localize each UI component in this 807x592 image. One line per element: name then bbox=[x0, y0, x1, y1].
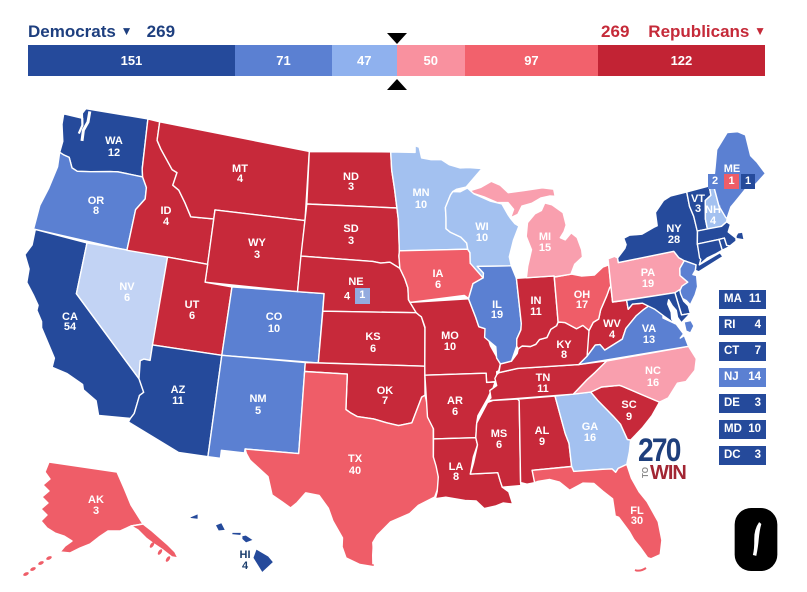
svg-text:16: 16 bbox=[647, 377, 659, 389]
svg-text:8: 8 bbox=[453, 471, 459, 483]
svg-text:15: 15 bbox=[539, 242, 551, 254]
svg-text:WY: WY bbox=[248, 237, 266, 249]
svg-text:WA: WA bbox=[105, 135, 123, 147]
svg-text:ID: ID bbox=[161, 205, 172, 217]
svg-text:3: 3 bbox=[254, 249, 260, 261]
svg-text:12: 12 bbox=[108, 147, 120, 159]
svg-text:13: 13 bbox=[643, 334, 655, 346]
svg-text:28: 28 bbox=[668, 234, 680, 246]
svg-text:4: 4 bbox=[163, 216, 170, 228]
svg-text:TN: TN bbox=[536, 372, 551, 384]
svg-text:AL: AL bbox=[535, 425, 550, 437]
svg-text:6: 6 bbox=[452, 406, 458, 418]
svg-text:MS: MS bbox=[491, 428, 508, 440]
svg-text:30: 30 bbox=[631, 515, 643, 527]
svg-text:NV: NV bbox=[119, 281, 135, 293]
svg-text:3: 3 bbox=[348, 235, 354, 247]
svg-text:40: 40 bbox=[349, 465, 361, 477]
svg-text:5: 5 bbox=[255, 405, 261, 417]
svg-text:ND: ND bbox=[343, 171, 359, 183]
svg-text:4: 4 bbox=[710, 215, 717, 227]
svg-text:6: 6 bbox=[124, 292, 130, 304]
svg-text:AK: AK bbox=[88, 494, 104, 506]
svg-text:16: 16 bbox=[584, 432, 596, 444]
svg-text:PA: PA bbox=[641, 267, 656, 279]
svg-text:HI: HI bbox=[240, 549, 251, 561]
svg-text:8: 8 bbox=[561, 349, 567, 361]
svg-text:10: 10 bbox=[476, 232, 488, 244]
svg-text:3: 3 bbox=[348, 181, 354, 193]
svg-text:4: 4 bbox=[609, 329, 616, 341]
svg-text:MT: MT bbox=[232, 163, 248, 175]
svg-text:9: 9 bbox=[539, 436, 545, 448]
svg-text:6: 6 bbox=[370, 343, 376, 355]
svg-text:OR: OR bbox=[88, 195, 105, 207]
svg-text:3: 3 bbox=[93, 505, 99, 517]
svg-text:11: 11 bbox=[172, 395, 184, 407]
svg-text:9: 9 bbox=[626, 411, 632, 423]
svg-text:10: 10 bbox=[444, 341, 456, 353]
svg-text:NH: NH bbox=[705, 204, 721, 216]
svg-text:19: 19 bbox=[491, 309, 503, 321]
svg-text:6: 6 bbox=[496, 439, 502, 451]
svg-text:4: 4 bbox=[242, 560, 249, 572]
svg-text:MN: MN bbox=[412, 187, 429, 199]
svg-text:VA: VA bbox=[642, 323, 657, 335]
svg-text:IA: IA bbox=[433, 268, 444, 280]
svg-text:SD: SD bbox=[343, 223, 358, 235]
svg-text:NY: NY bbox=[666, 223, 682, 235]
svg-text:IL: IL bbox=[492, 299, 502, 311]
svg-text:KY: KY bbox=[556, 339, 572, 351]
svg-text:6: 6 bbox=[189, 310, 195, 322]
svg-text:VT: VT bbox=[691, 193, 705, 205]
svg-text:NC: NC bbox=[645, 365, 661, 377]
svg-text:8: 8 bbox=[93, 205, 99, 217]
svg-text:FL: FL bbox=[630, 505, 644, 517]
svg-text:SC: SC bbox=[621, 399, 636, 411]
svg-text:OK: OK bbox=[377, 385, 394, 397]
svg-text:17: 17 bbox=[576, 299, 588, 311]
svg-text:4: 4 bbox=[344, 291, 351, 303]
svg-text:CO: CO bbox=[266, 311, 283, 323]
svg-text:AZ: AZ bbox=[171, 384, 186, 396]
svg-text:WI: WI bbox=[475, 221, 488, 233]
svg-text:MI: MI bbox=[539, 231, 551, 243]
svg-text:NM: NM bbox=[249, 393, 266, 405]
svg-text:AR: AR bbox=[447, 395, 463, 407]
svg-text:19: 19 bbox=[642, 278, 654, 290]
svg-text:CA: CA bbox=[62, 311, 78, 323]
svg-text:3: 3 bbox=[695, 203, 701, 215]
svg-text:IN: IN bbox=[531, 295, 542, 307]
svg-text:11: 11 bbox=[537, 383, 549, 395]
svg-text:ME: ME bbox=[724, 163, 741, 175]
svg-text:10: 10 bbox=[268, 323, 280, 335]
svg-text:UT: UT bbox=[185, 299, 200, 311]
svg-text:KS: KS bbox=[365, 331, 380, 343]
svg-text:TX: TX bbox=[348, 453, 363, 465]
svg-text:MO: MO bbox=[441, 330, 459, 342]
svg-text:6: 6 bbox=[435, 279, 441, 291]
svg-text:LA: LA bbox=[449, 461, 464, 473]
svg-text:GA: GA bbox=[582, 421, 599, 433]
svg-text:54: 54 bbox=[64, 321, 77, 333]
svg-text:4: 4 bbox=[237, 173, 244, 185]
svg-text:10: 10 bbox=[415, 199, 427, 211]
svg-text:11: 11 bbox=[530, 306, 542, 318]
svg-text:WV: WV bbox=[603, 318, 621, 330]
svg-text:7: 7 bbox=[382, 395, 388, 407]
svg-text:OH: OH bbox=[574, 289, 591, 301]
svg-text:NE: NE bbox=[348, 276, 363, 288]
